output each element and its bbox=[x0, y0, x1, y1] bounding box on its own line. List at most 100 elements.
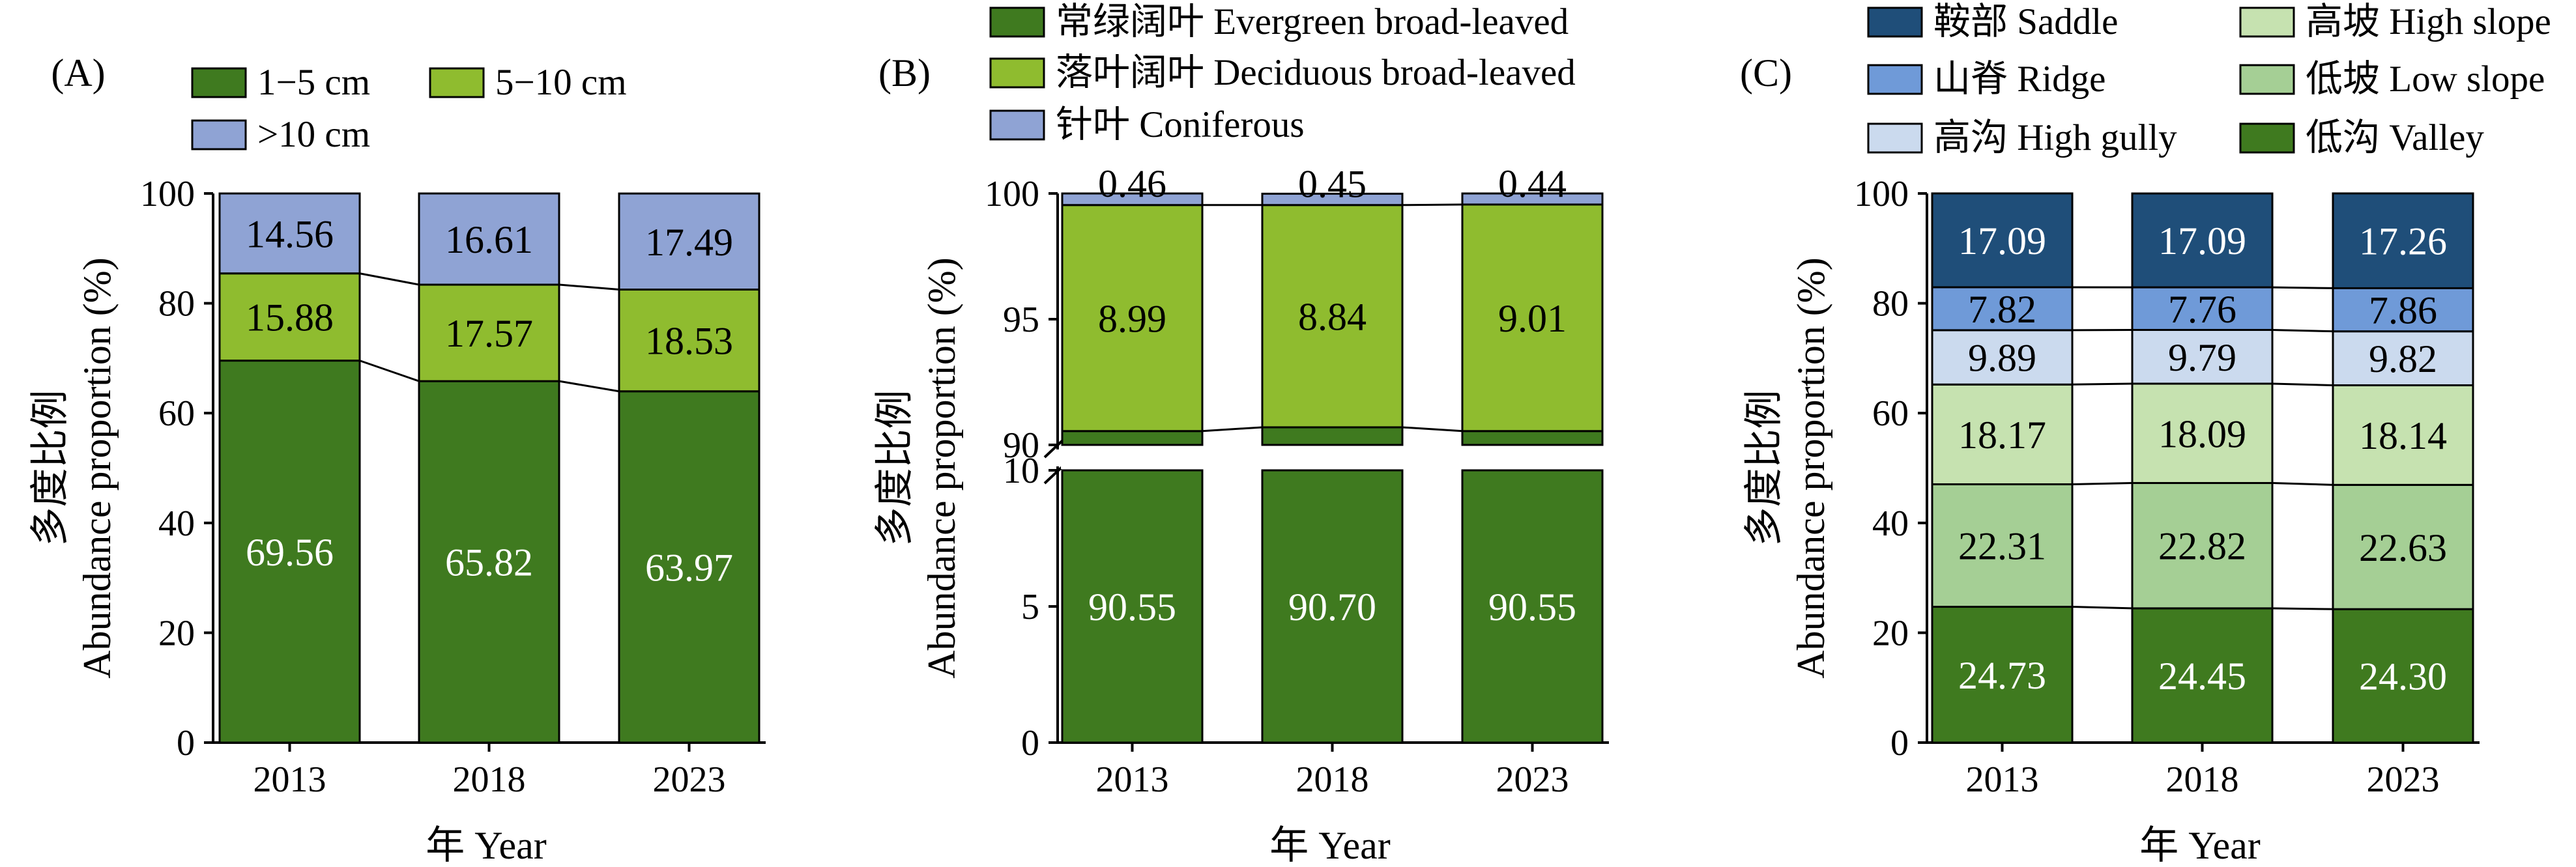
data-label: 17.26 bbox=[2359, 220, 2447, 263]
bar-segment bbox=[1461, 192, 1604, 206]
bars-0: 69.56 15.88 14.56 65.82 17.57 16.61 63.97 18.53… bbox=[218, 192, 760, 744]
legend-swatch bbox=[2239, 64, 2295, 95]
axes-1: 2013 2018 2023 年 Year 多度比例 Abundance proporti… bbox=[873, 51, 1609, 867]
y-tick-label: 100 bbox=[1854, 174, 1909, 214]
legend-label: 5−10 cm bbox=[495, 62, 627, 103]
bar-segment bbox=[2332, 384, 2474, 486]
legend-label: 低坡 Low slope bbox=[2306, 59, 2545, 100]
connector-line bbox=[2072, 482, 2133, 485]
bar-segment bbox=[2131, 482, 2274, 610]
panel-label: (A) bbox=[51, 51, 105, 94]
data-label: 18.53 bbox=[645, 320, 733, 363]
data-label: 7.86 bbox=[2369, 289, 2437, 332]
legend-b: 常绿阔叶 Evergreen broad-leaved 落叶阔叶 Deciduou… bbox=[989, 1, 1576, 145]
data-label: 65.82 bbox=[445, 541, 533, 584]
y-tick-label: 0 bbox=[1021, 723, 1039, 763]
legend-label: 常绿阔叶 Evergreen broad-leaved bbox=[1056, 1, 1569, 42]
legend-swatch bbox=[1867, 7, 1923, 38]
axes-0: 2013 2018 2023 年 Year 多度比例 Abundance proporti… bbox=[29, 51, 766, 867]
data-label: 8.84 bbox=[1298, 295, 1367, 338]
legend-label: 鞍部 Saddle bbox=[1933, 1, 2118, 42]
y-tick-label: 95 bbox=[1003, 300, 1039, 340]
bar-segment bbox=[1461, 469, 1604, 744]
y-tick-label: 80 bbox=[1872, 284, 1909, 324]
y-tick-label: 60 bbox=[1872, 393, 1909, 434]
legend-swatch bbox=[2239, 7, 2295, 38]
bar-segment bbox=[1461, 430, 1604, 446]
panel-label: (B) bbox=[878, 51, 931, 94]
data-label: 22.63 bbox=[2359, 526, 2447, 569]
bar-segment bbox=[1931, 383, 2074, 485]
bar-segment bbox=[2131, 286, 2274, 331]
connector-line bbox=[359, 272, 420, 286]
bar-segment bbox=[1931, 606, 2074, 744]
data-label: 9.82 bbox=[2369, 337, 2437, 380]
data-label: 22.31 bbox=[1958, 524, 2046, 567]
data-label: 9.89 bbox=[1968, 337, 2036, 380]
data-label: 7.82 bbox=[1968, 288, 2036, 331]
legend-swatch bbox=[1867, 64, 1923, 95]
y-axis-title-en: Abundance proportion (%) bbox=[920, 257, 963, 678]
bar-segment bbox=[2332, 287, 2474, 333]
bar-segment bbox=[218, 360, 361, 744]
y-tick-label: 20 bbox=[158, 613, 195, 653]
data-label: 9.79 bbox=[2168, 336, 2236, 379]
data-label: 18.17 bbox=[1958, 414, 2046, 457]
connector-line bbox=[2272, 482, 2334, 486]
bar-segment bbox=[1061, 192, 1204, 206]
data-label: 0.44 bbox=[1498, 162, 1567, 205]
x-axis-title: 年 Year bbox=[1269, 824, 1391, 867]
data-label: 16.61 bbox=[445, 218, 533, 261]
data-label: 17.09 bbox=[1958, 220, 2046, 263]
connector-line bbox=[1402, 426, 1463, 433]
legend-swatch bbox=[1867, 122, 1923, 154]
bar-segment bbox=[418, 380, 560, 744]
bar-segment bbox=[1931, 286, 2074, 332]
x-tick-label: 2018 bbox=[1296, 760, 1369, 800]
data-label: 17.49 bbox=[645, 221, 733, 264]
y-tick-label: 40 bbox=[1872, 504, 1909, 544]
connector-line bbox=[558, 283, 620, 291]
connector-line bbox=[2072, 606, 2133, 610]
data-label: 8.99 bbox=[1098, 297, 1166, 340]
connector-line bbox=[558, 380, 620, 393]
y-tick-label: 100 bbox=[985, 174, 1039, 214]
data-label: 17.57 bbox=[445, 312, 533, 355]
bar-segment bbox=[2131, 192, 2274, 289]
bar-break-gap bbox=[1461, 446, 1604, 469]
legend-c: 鞍部 Saddle 高坡 High slope 山脊 Ridge 低坡 Low slo… bbox=[1867, 1, 2551, 158]
y-tick-label: 60 bbox=[158, 393, 195, 434]
x-axis-title: 年 Year bbox=[426, 824, 547, 867]
bar-segment bbox=[2332, 483, 2474, 610]
y-tick-label: 0 bbox=[1890, 723, 1909, 763]
data-label: 0.45 bbox=[1298, 162, 1367, 205]
axes-2: 2013 2018 2023 年 Year 多度比例 Abundance proporti… bbox=[1740, 51, 2480, 867]
bar-segment bbox=[218, 272, 361, 362]
legend-label: 针叶 Coniferous bbox=[1056, 104, 1305, 145]
y-tick-label: 90 bbox=[1003, 425, 1039, 466]
x-tick-label: 2018 bbox=[453, 760, 526, 800]
legend-label: >10 cm bbox=[257, 114, 370, 155]
legend-swatch bbox=[989, 57, 1045, 89]
bar-segment bbox=[1931, 192, 2074, 289]
connector-line bbox=[2272, 286, 2334, 289]
data-label: 90.70 bbox=[1288, 586, 1376, 629]
y-tick-label: 0 bbox=[177, 723, 195, 763]
data-label: 24.30 bbox=[2359, 655, 2447, 698]
y-axis-title-en: Abundance proportion (%) bbox=[76, 257, 119, 678]
panel-label: (C) bbox=[1740, 51, 1792, 94]
x-tick-label: 2018 bbox=[2166, 760, 2239, 800]
data-label: 17.09 bbox=[2158, 220, 2246, 263]
x-tick-label: 2023 bbox=[653, 760, 726, 800]
connector-line bbox=[2272, 607, 2334, 610]
data-label: 0.46 bbox=[1098, 162, 1166, 205]
bar-segment bbox=[2332, 330, 2474, 386]
connector-line bbox=[1202, 426, 1263, 433]
bar-segment bbox=[1261, 426, 1404, 446]
bar-segment bbox=[618, 390, 760, 744]
y-tick-label: 5 bbox=[1021, 587, 1039, 627]
connector-line bbox=[2272, 382, 2334, 386]
data-label: 18.14 bbox=[2359, 414, 2447, 457]
x-tick-label: 2023 bbox=[1496, 760, 1569, 800]
y-tick-label: 20 bbox=[1872, 613, 1909, 653]
